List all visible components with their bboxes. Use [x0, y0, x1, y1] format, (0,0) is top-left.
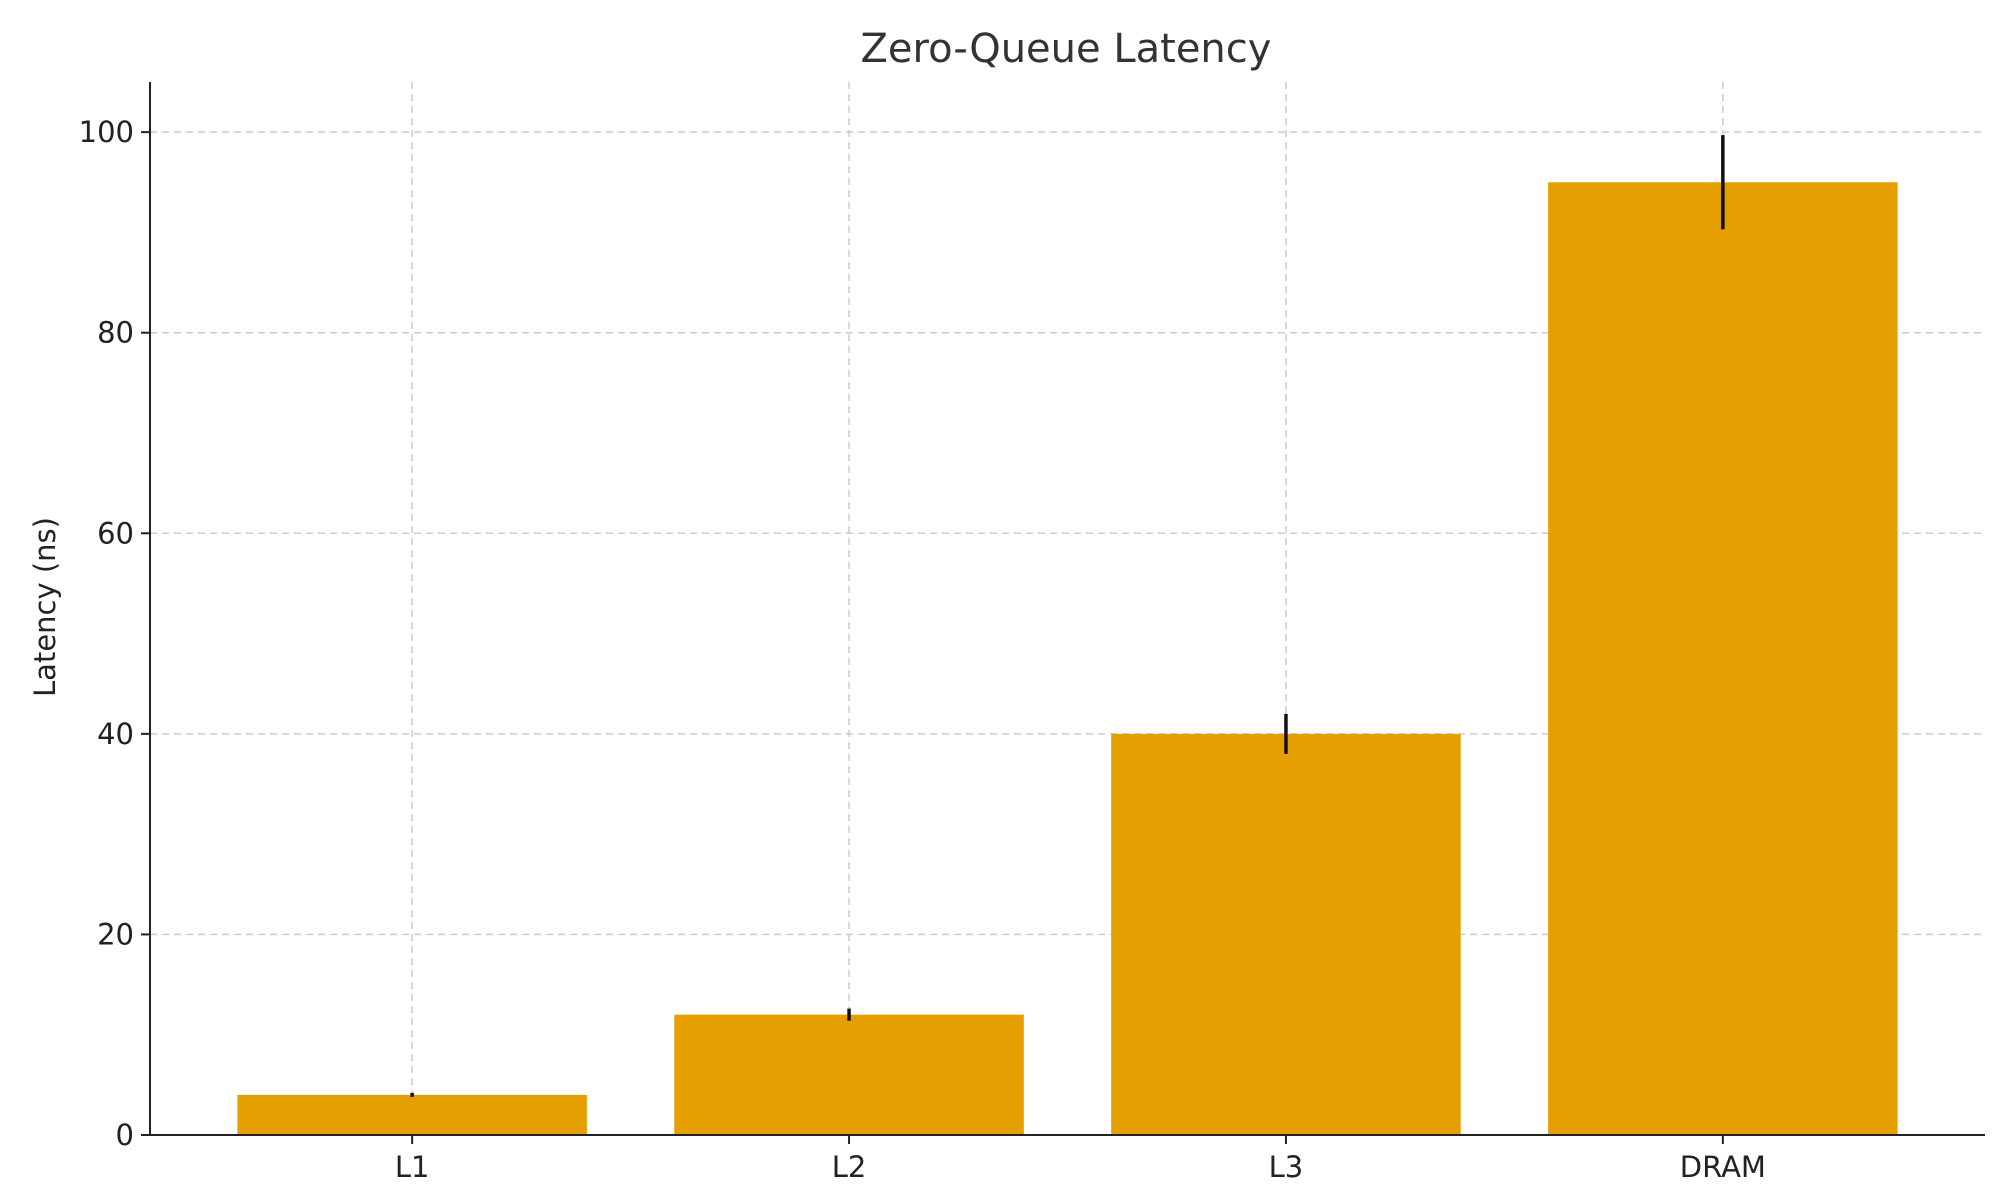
- y-tick-label: 40: [97, 717, 134, 751]
- error-bar-layer: [410, 135, 1725, 1097]
- y-tick-label: 20: [97, 917, 134, 951]
- bar-layer: [237, 182, 1898, 1136]
- x-tick-label: L2: [832, 1150, 867, 1184]
- bar-l2: [674, 1014, 1024, 1135]
- bar-l3: [1111, 733, 1461, 1135]
- y-tick-label: 100: [79, 115, 134, 149]
- y-tick-label: 0: [116, 1118, 134, 1152]
- tick-label-layer: 0 20 40 60 80 100 L1 L2 L3 DRAM: [79, 115, 1766, 1184]
- bar-l1: [237, 1094, 587, 1135]
- y-tick-label: 80: [97, 316, 134, 350]
- bar-dram: [1548, 182, 1898, 1136]
- x-tick-label: L1: [395, 1150, 430, 1184]
- y-axis-label: Latency (ns): [28, 517, 62, 697]
- x-tick-label: L3: [1269, 1150, 1304, 1184]
- chart-title: Zero-Queue Latency: [861, 26, 1272, 72]
- y-tick-label: 60: [97, 516, 134, 550]
- axis-layer: [141, 82, 1985, 1144]
- x-tick-label: DRAM: [1680, 1150, 1766, 1184]
